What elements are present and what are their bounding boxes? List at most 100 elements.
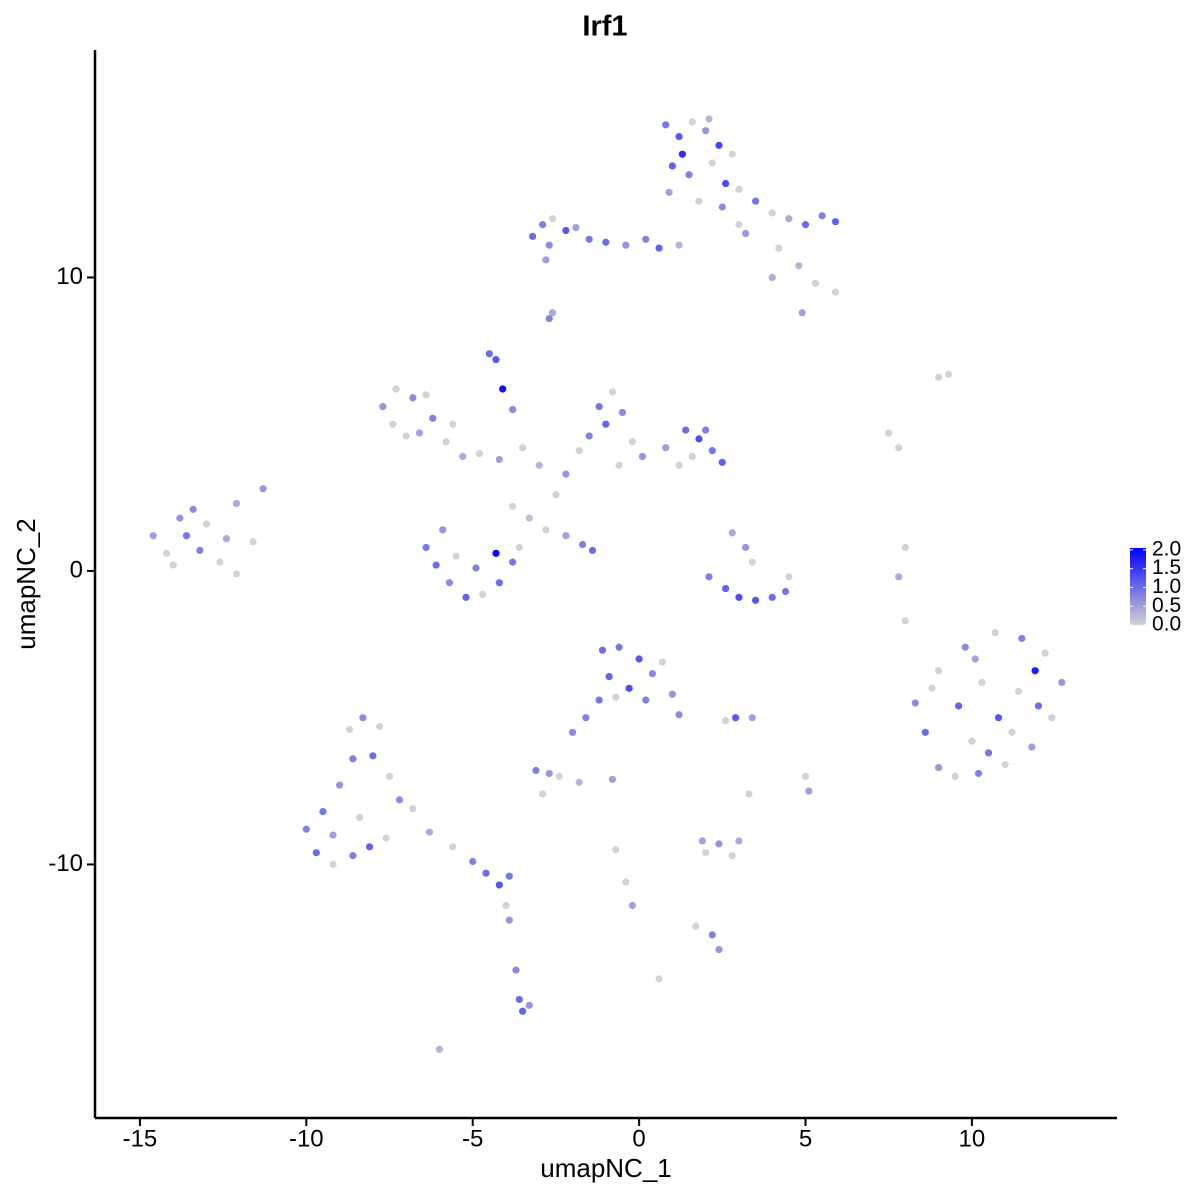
cell-point [718,458,726,466]
cell-point [615,461,623,469]
cell-point [525,514,533,522]
cell-point [974,769,983,778]
cell-point [742,543,750,552]
cell-point [831,288,840,296]
cell-point [562,226,570,235]
cell-point [519,444,527,452]
cell-point [708,447,716,455]
cell-point [542,256,550,264]
cell-point [895,573,903,581]
cell-point [449,420,457,428]
cell-point [429,414,437,422]
cell-point [735,185,743,194]
cell-point [642,696,650,704]
cell-point [532,766,540,775]
x-axis-label: umapNC_1 [540,1153,672,1183]
cell-point [492,549,500,557]
cell-point [515,543,523,552]
cell-point [708,159,716,167]
cell-point [439,526,447,534]
cell-point [675,461,683,469]
cell-point [385,772,394,780]
cell-point [605,672,613,681]
cell-point [608,775,617,783]
cell-point [169,561,177,569]
cell-point [735,221,743,229]
colorbar-label: 0.5 [1152,594,1181,617]
cell-point [728,150,736,158]
cell-point [692,922,700,930]
cell-point [655,975,663,983]
cell-point [722,584,730,593]
cell-point [954,702,963,710]
cell-point [911,699,919,707]
cell-point [728,852,736,860]
y-tick-label: 0 [70,556,83,583]
cell-point [768,593,776,601]
cell-point [635,655,643,663]
cell-point [715,141,723,149]
cell-point [751,197,760,205]
cell-point [232,499,241,508]
cell-point [409,805,417,813]
x-tick-label: -10 [289,1125,324,1152]
cell-point [552,491,560,499]
cell-point [548,215,557,223]
cell-point [658,658,667,666]
cell-point [961,643,969,651]
cell-point [951,772,959,780]
cell-point [442,438,450,446]
cell-point [715,945,723,954]
cell-point [668,690,676,698]
cell-point [575,447,583,455]
cell-point [502,901,510,910]
cell-point [728,529,736,537]
cell-point [449,843,457,851]
cell-point [978,678,986,687]
cell-point [638,452,647,461]
cell-point [329,860,337,869]
cell-point [695,197,703,205]
cell-point [176,514,184,522]
y-axis-label: umapNC_2 [11,518,41,650]
cell-point [618,408,627,417]
cell-point [545,241,553,249]
cell-point [1034,702,1043,710]
cell-point [1048,714,1056,722]
cell-point [395,796,404,804]
cell-point [1001,761,1009,769]
cell-point [748,558,756,566]
cell-point [801,772,810,780]
cell-point [505,872,513,880]
cell-point [585,432,593,440]
cell-point [705,573,713,581]
cell-point [485,350,493,358]
cell-point [312,849,320,857]
cell-point [545,769,553,778]
cell-point [472,564,480,572]
cell-point [688,118,696,126]
cell-point [495,455,503,464]
cell-point [349,755,357,763]
cell-point [475,449,483,458]
x-tick-label: 0 [632,1125,645,1152]
cell-point [775,244,783,252]
cell-point [539,221,547,229]
cell-point [598,646,607,654]
cell-point [422,391,430,399]
cell-point [432,561,440,569]
cell-point [612,693,620,701]
cell-point [622,241,630,249]
cell-point [805,787,813,795]
cell-point [732,714,740,722]
cell-point [615,643,623,651]
cell-point [222,535,231,543]
x-tick-label: -15 [123,1125,158,1152]
cell-point [555,772,563,780]
cell-point [355,813,364,822]
cell-point [751,596,760,604]
cell-point [675,241,683,249]
cell-point [768,209,776,217]
cell-point [722,717,730,725]
